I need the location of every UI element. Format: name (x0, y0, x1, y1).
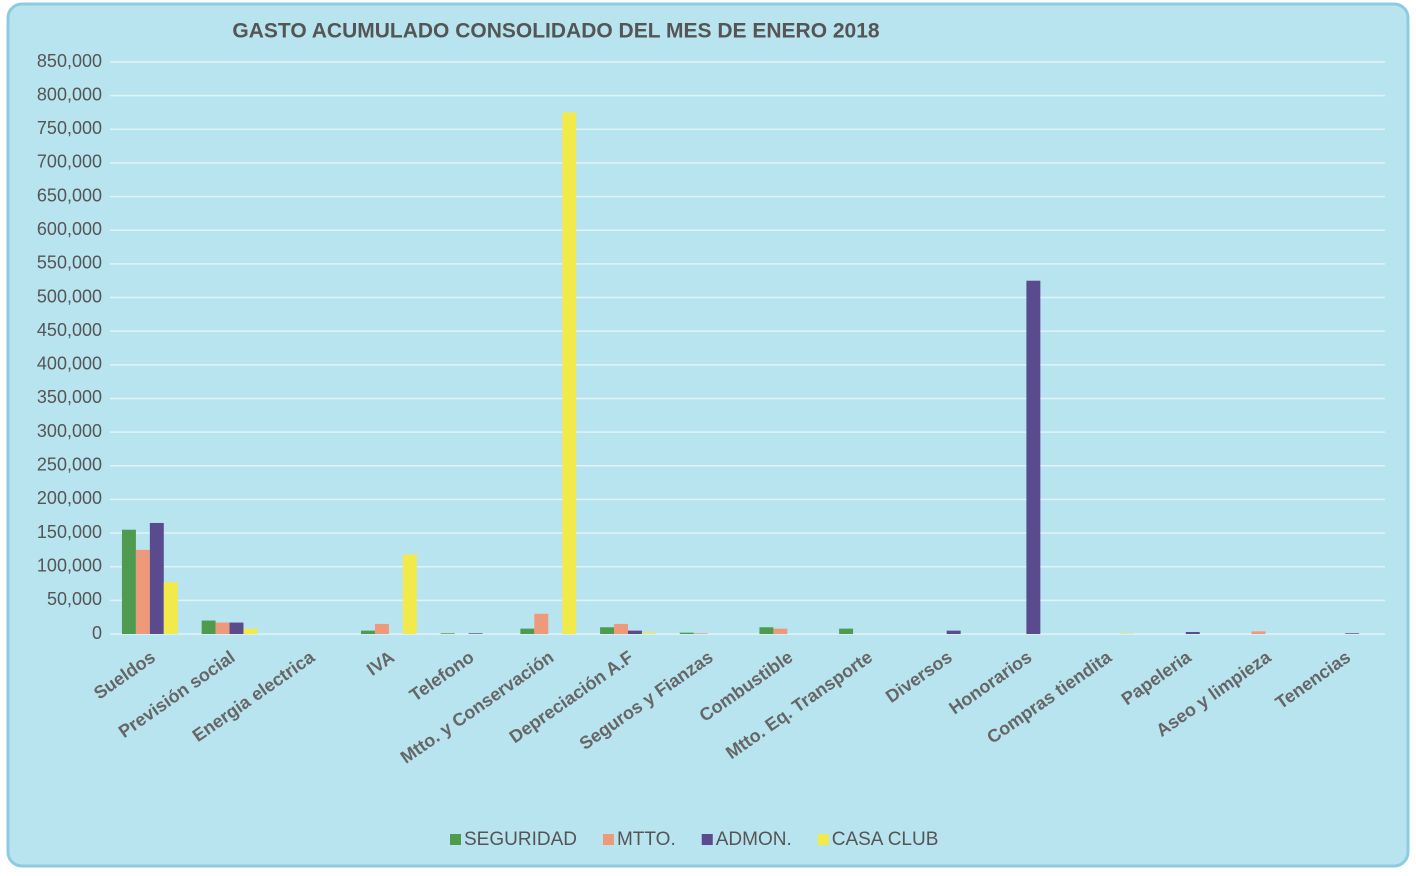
bar (759, 627, 774, 634)
bar (627, 630, 642, 634)
legend-label: ADMON. (716, 829, 792, 850)
bar (1185, 631, 1200, 634)
bar (1120, 633, 1134, 634)
bar (201, 620, 216, 634)
bar (641, 632, 656, 634)
bar (163, 582, 178, 634)
y-tick-label: 600,000 (37, 219, 102, 239)
y-tick-label: 50,000 (47, 589, 102, 609)
bar (135, 549, 150, 634)
bar (946, 630, 961, 634)
bar (402, 554, 417, 634)
y-tick-label: 400,000 (37, 354, 102, 374)
y-tick-label: 500,000 (37, 286, 102, 306)
legend-swatch (602, 834, 614, 845)
bar (614, 623, 628, 634)
legend-label: MTTO. (617, 829, 676, 850)
bar (600, 627, 615, 634)
y-tick-label: 550,000 (37, 253, 102, 273)
bar (121, 529, 136, 634)
y-tick-label: 350,000 (37, 387, 102, 407)
legend-swatch (450, 834, 461, 845)
y-tick-label: 650,000 (37, 185, 102, 205)
bar (534, 613, 549, 634)
y-tick-label: 100,000 (37, 555, 102, 575)
bar (229, 622, 244, 634)
legend-swatch (701, 834, 713, 845)
y-tick-label: 700,000 (37, 152, 102, 172)
bar (215, 622, 230, 634)
bar (1251, 631, 1266, 634)
legend-label: CASA CLUB (832, 829, 939, 850)
chart-title: GASTO ACUMULADO CONSOLIDADO DEL MES DE E… (232, 20, 880, 43)
bar (243, 628, 258, 634)
bar (1345, 633, 1360, 634)
y-tick-label: 800,000 (37, 84, 102, 104)
y-tick-label: 300,000 (37, 421, 102, 441)
bar (773, 628, 788, 634)
y-tick-label: 200,000 (37, 488, 102, 508)
y-tick-label: 250,000 (37, 455, 102, 475)
bar (520, 628, 535, 634)
y-tick-label: 850,000 (37, 51, 102, 71)
y-tick-label: 0 (92, 623, 102, 643)
bar (679, 632, 694, 634)
bar (149, 522, 164, 634)
chart-background (6, 2, 1410, 868)
bar (468, 633, 483, 634)
bar (693, 633, 708, 634)
bar (374, 623, 389, 634)
y-tick-label: 150,000 (37, 522, 102, 542)
bar (1026, 280, 1041, 634)
bar (562, 112, 577, 635)
bar (361, 630, 375, 634)
legend-swatch (817, 834, 829, 845)
bar (839, 628, 854, 634)
bar (440, 633, 455, 634)
y-tick-label: 450,000 (37, 320, 102, 340)
y-tick-label: 750,000 (37, 118, 102, 138)
legend-label: SEGURIDAD (464, 829, 577, 850)
